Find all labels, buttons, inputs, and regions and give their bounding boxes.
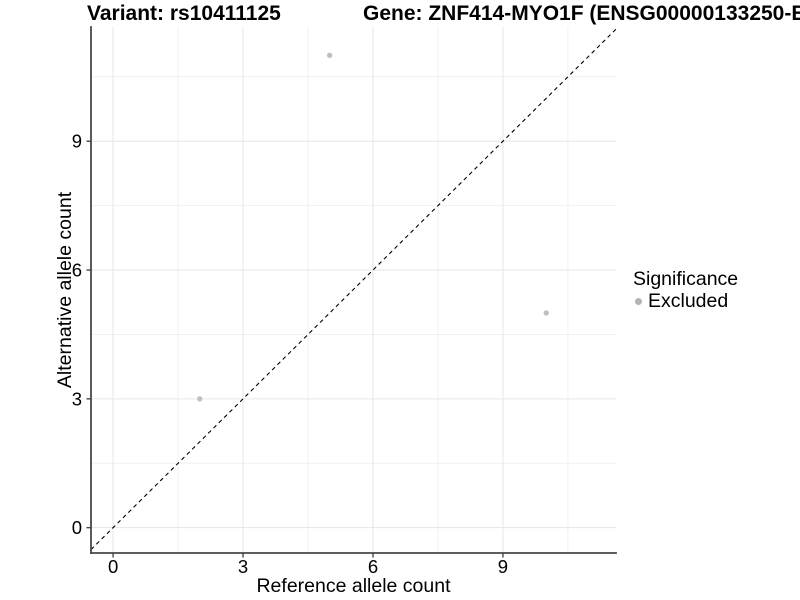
y-tick-label: 9: [72, 131, 82, 152]
x-tick-label: 0: [108, 556, 118, 577]
x-tick-label: 6: [368, 556, 378, 577]
y-tick-label: 6: [72, 260, 82, 281]
variant-title: Variant: rs10411125: [87, 2, 281, 25]
legend-item-excluded: Excluded: [631, 291, 738, 312]
grid-major: [91, 27, 616, 553]
grid-minor: [91, 27, 616, 553]
legend: Significance Excluded: [631, 269, 738, 312]
data-point: [326, 52, 333, 59]
x-tick-label: 9: [498, 556, 508, 577]
identity-line: [90, 28, 617, 550]
legend-point-icon: [635, 298, 642, 305]
axis-lines: [90, 26, 617, 554]
y-tick-label: 0: [72, 517, 82, 538]
y-tick-label: 3: [72, 388, 82, 409]
data-point: [543, 310, 549, 316]
gene-title: Gene: ZNF414-MYO1F (ENSG00000133250-ENS: [363, 2, 800, 25]
data-points: [197, 52, 549, 402]
x-axis-title: Reference allele count: [256, 575, 451, 597]
data-point: [197, 396, 203, 402]
x-tick-label: 3: [238, 556, 248, 577]
y-axis-title: Alternative allele count: [54, 191, 76, 388]
legend-item-label: Excluded: [648, 290, 729, 312]
tick-marks: [86, 140, 504, 558]
legend-title: Significance: [633, 268, 739, 290]
